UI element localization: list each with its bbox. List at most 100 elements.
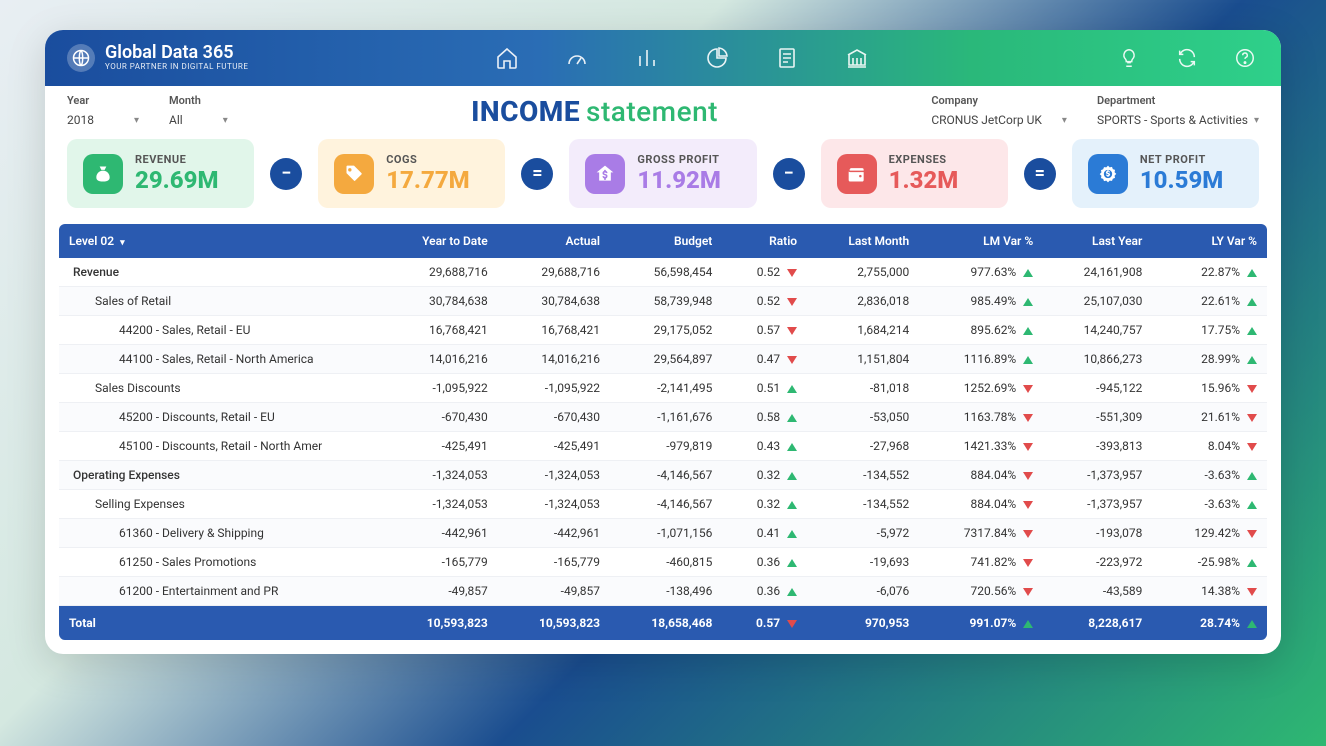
cell-actual: -1,324,053 [498,490,610,519]
gauge-icon[interactable] [563,44,591,72]
cell-lmv: 977.63% [919,258,1043,287]
pie-chart-icon[interactable] [703,44,731,72]
bank-icon[interactable] [843,44,871,72]
total-label: Total [59,606,379,641]
row-name: Operating Expenses [59,461,379,490]
cell-budget: -1,161,676 [610,403,722,432]
table-row[interactable]: 45100 - Discounts, Retail - North Amer-4… [59,432,1267,461]
nav-icons [248,44,1115,72]
col-header[interactable]: Last Year [1043,224,1152,258]
filter-company-select[interactable]: CRONUS JetCorp UK ▾ [931,111,1067,129]
cell-lyv: -25.98% [1152,548,1267,577]
cell-lm: -134,552 [807,461,919,490]
filter-company-label: Company [931,94,1067,107]
filter-company: Company CRONUS JetCorp UK ▾ [931,94,1067,129]
total-budget: 18,658,468 [610,606,722,641]
cell-ytd: -425,491 [379,432,498,461]
wallet-icon [837,154,877,194]
cell-ly: -1,373,957 [1043,461,1152,490]
cell-budget: -138,496 [610,577,722,606]
cell-ratio: 0.57 [722,316,807,345]
sort-indicator-icon: ▾ [120,238,125,248]
refresh-icon[interactable] [1173,44,1201,72]
table-row[interactable]: 44200 - Sales, Retail - EU16,768,42116,7… [59,316,1267,345]
trend-down-icon [787,298,797,306]
table-row[interactable]: Revenue29,688,71629,688,71656,598,4540.5… [59,258,1267,287]
col-header[interactable]: Year to Date [379,224,498,258]
trend-up-icon [787,501,797,509]
col-header[interactable]: LM Var % [919,224,1043,258]
trend-down-icon [1023,559,1033,567]
cell-ly: -1,373,957 [1043,490,1152,519]
table-row[interactable]: Sales Discounts-1,095,922-1,095,922-2,14… [59,374,1267,403]
cell-budget: -4,146,567 [610,490,722,519]
filter-year-select[interactable]: 2018 ▾ [67,111,139,129]
cell-actual: 14,016,216 [498,345,610,374]
col-header[interactable]: Last Month [807,224,919,258]
bar-chart-icon[interactable] [633,44,661,72]
filter-month-select[interactable]: All ▾ [169,111,228,129]
logo-icon [67,44,95,72]
col-header[interactable]: Ratio [722,224,807,258]
row-name: Revenue [59,258,379,287]
equals-operator-icon: = [521,158,553,190]
cell-ratio: 0.52 [722,287,807,316]
cell-lm: -19,693 [807,548,919,577]
total-lyv: 28.74% [1152,606,1267,641]
cell-ly: -43,589 [1043,577,1152,606]
right-icons [1115,44,1259,72]
cell-lyv: 8.04% [1152,432,1267,461]
trend-up-icon [1247,559,1257,567]
cell-lm: -5,972 [807,519,919,548]
bulb-icon[interactable] [1115,44,1143,72]
table-row[interactable]: 61360 - Delivery & Shipping-442,961-442,… [59,519,1267,548]
col-header[interactable]: Level 02 ▾ [59,224,379,258]
table-row[interactable]: 61200 - Entertainment and PR-49,857-49,8… [59,577,1267,606]
trend-up-icon [1023,327,1033,335]
cell-ratio: 0.58 [722,403,807,432]
cell-lyv: -3.63% [1152,461,1267,490]
trend-down-icon [787,327,797,335]
table-row[interactable]: 61250 - Sales Promotions-165,779-165,779… [59,548,1267,577]
minus-operator-icon: − [270,158,302,190]
trend-up-icon [1247,620,1257,628]
row-name: Sales of Retail [59,287,379,316]
col-header[interactable]: LY Var % [1152,224,1267,258]
kpi-cogs-value: 17.77M [386,166,470,194]
trend-up-icon [1023,620,1033,628]
table-row[interactable]: Selling Expenses-1,324,053-1,324,053-4,1… [59,490,1267,519]
kpi-row: REVENUE 29.69M − COGS 17.77M = GROSS PRO… [45,131,1281,224]
row-name: 61250 - Sales Promotions [59,548,379,577]
chevron-down-icon: ▾ [134,115,139,126]
total-ytd: 10,593,823 [379,606,498,641]
cell-actual: -1,324,053 [498,461,610,490]
document-icon[interactable] [773,44,801,72]
logo: Global Data 365 YOUR PARTNER IN DIGITAL … [67,44,248,72]
cell-lmv: 741.82% [919,548,1043,577]
cell-lmv: 884.04% [919,461,1043,490]
cell-ratio: 0.32 [722,490,807,519]
table-row[interactable]: Operating Expenses-1,324,053-1,324,053-4… [59,461,1267,490]
filter-month-value: All [169,113,183,127]
table-row[interactable]: 45200 - Discounts, Retail - EU-670,430-6… [59,403,1267,432]
cell-ytd: 14,016,216 [379,345,498,374]
cell-actual: 29,688,716 [498,258,610,287]
cell-ratio: 0.47 [722,345,807,374]
cell-ytd: 29,688,716 [379,258,498,287]
cell-ly: -551,309 [1043,403,1152,432]
table-row[interactable]: Sales of Retail30,784,63830,784,63858,73… [59,287,1267,316]
filter-year-label: Year [67,94,139,107]
table-row[interactable]: 44100 - Sales, Retail - North America14,… [59,345,1267,374]
col-header[interactable]: Budget [610,224,722,258]
cell-lm: 1,684,214 [807,316,919,345]
filter-company-value: CRONUS JetCorp UK [931,113,1042,127]
home-icon[interactable] [493,44,521,72]
cell-ly: -945,122 [1043,374,1152,403]
cell-actual: 16,768,421 [498,316,610,345]
cell-lyv: 21.61% [1152,403,1267,432]
filter-department-select[interactable]: SPORTS - Sports & Activities ▾ [1097,111,1259,129]
col-header[interactable]: Actual [498,224,610,258]
help-icon[interactable] [1231,44,1259,72]
table-header: Level 02 ▾Year to DateActualBudgetRatioL… [59,224,1267,258]
row-name: 61200 - Entertainment and PR [59,577,379,606]
